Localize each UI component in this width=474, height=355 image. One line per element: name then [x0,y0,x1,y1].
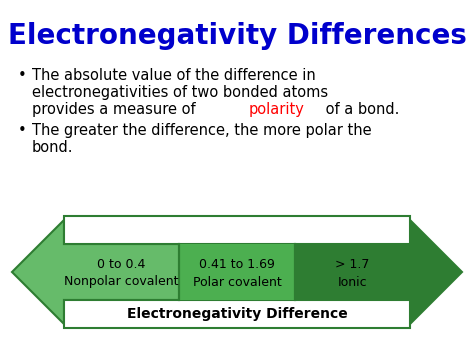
FancyBboxPatch shape [64,300,410,328]
Text: The greater the difference, the more polar the: The greater the difference, the more pol… [32,123,372,138]
Text: provides a measure of: provides a measure of [32,102,200,117]
Text: Polar covalent: Polar covalent [192,275,282,289]
Text: Ionic: Ionic [337,275,367,289]
FancyBboxPatch shape [64,216,410,244]
Text: 0.41 to 1.69: 0.41 to 1.69 [199,257,275,271]
Polygon shape [12,220,462,324]
Polygon shape [295,220,462,324]
Text: electronegativities of two bonded atoms: electronegativities of two bonded atoms [32,85,328,100]
Text: polarity: polarity [249,102,305,117]
Text: bond.: bond. [32,140,73,155]
Text: Electronegativity Differences: Electronegativity Differences [8,22,466,50]
Text: of a bond.: of a bond. [321,102,400,117]
Polygon shape [179,244,295,300]
Text: •: • [18,123,27,138]
Text: Nonpolar covalent: Nonpolar covalent [64,275,179,289]
Text: Electronegativity Difference: Electronegativity Difference [127,307,347,321]
Text: •: • [18,68,27,83]
Text: 0 to 0.4: 0 to 0.4 [98,257,146,271]
Text: > 1.7: > 1.7 [335,257,370,271]
Text: The absolute value of the difference in: The absolute value of the difference in [32,68,316,83]
